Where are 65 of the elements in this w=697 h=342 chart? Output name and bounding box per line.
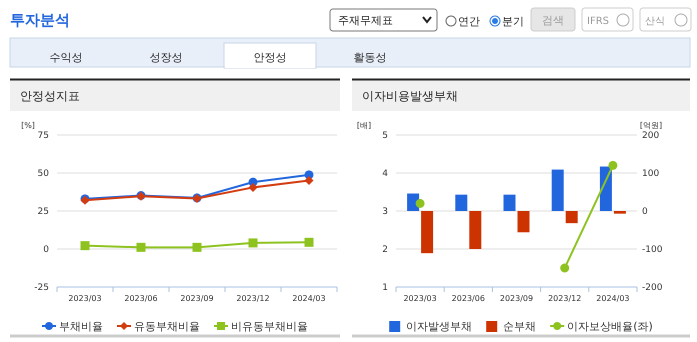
point <box>608 160 618 170</box>
text: 수익성 <box>50 51 82 64</box>
legend-label: 부채비율 <box>59 320 103 333</box>
y-tick-label: 50 <box>38 169 50 179</box>
y-tick-label: 2 <box>382 245 388 255</box>
y-tick-label: 5 <box>382 131 388 141</box>
y2-tick-label: -200 <box>642 283 663 293</box>
y-tick-label: 3 <box>382 207 388 217</box>
text: 연간 <box>458 15 480 28</box>
y2-tick-label: 200 <box>642 131 660 141</box>
x-tick-label: 2023/03 <box>403 294 437 303</box>
text: 투자분석 <box>10 11 70 29</box>
text: 주재무제표 <box>338 14 393 27</box>
legend-label: 이자보상배율(좌) <box>567 320 653 333</box>
legend-label: 순부채 <box>503 320 536 333</box>
x-tick-label: 2023/09 <box>500 294 534 303</box>
text: IFRS <box>587 16 609 27</box>
y-tick-label: 25 <box>38 207 49 217</box>
point <box>192 242 202 252</box>
bar <box>552 170 564 211</box>
chart-title: 이자비용발생부채 <box>362 89 458 103</box>
x-tick-label: 2024/03 <box>292 294 326 303</box>
text: 검색 <box>542 14 564 27</box>
bar <box>455 194 468 211</box>
legend-label: 유동부채비율 <box>134 320 200 333</box>
bar <box>614 211 626 214</box>
y-axis-title: [배] <box>356 121 372 130</box>
y-tick-label: 75 <box>38 131 49 141</box>
bar <box>421 211 434 254</box>
point <box>560 264 570 272</box>
y-tick-label: 0 <box>43 245 50 255</box>
y2-tick-label: 100 <box>642 169 660 179</box>
x-tick-label: 2023/12 <box>236 294 270 303</box>
x-tick-label: 2023/06 <box>452 294 485 303</box>
point <box>248 182 258 192</box>
point <box>248 238 258 248</box>
point <box>416 198 425 208</box>
point <box>304 238 314 247</box>
legend-label: 비유동부채비율 <box>231 320 308 333</box>
point <box>80 241 90 250</box>
bar <box>518 211 530 232</box>
y-tick-label: -25 <box>34 283 49 293</box>
x-tick-label: 2024/03 <box>596 294 630 303</box>
bar <box>566 211 578 224</box>
y2-tick-label: -100 <box>642 245 663 255</box>
y-tick-label: 4 <box>382 169 388 179</box>
x-tick-label: 2023/09 <box>180 294 214 303</box>
y-tick-label: 1 <box>382 283 388 293</box>
legend-label: 이자발생부채 <box>406 320 472 333</box>
point <box>304 176 314 185</box>
x-tick-label: 2023/06 <box>124 294 158 303</box>
point <box>136 242 146 252</box>
y2-tick-label: 0 <box>642 207 648 217</box>
y2-axis-title: [억원] <box>640 121 662 130</box>
text: 분기 <box>502 15 524 28</box>
bar <box>504 194 516 211</box>
text: 산식 <box>645 16 665 27</box>
text: 활동성 <box>354 51 386 64</box>
bar <box>469 211 482 249</box>
x-tick-label: 2023/12 <box>548 294 582 303</box>
chart-title: 안정성지표 <box>20 89 80 103</box>
y-axis-title: [%] <box>21 121 35 130</box>
text: 안정성 <box>254 51 286 64</box>
x-tick-label: 2023/03 <box>68 294 102 303</box>
text: 성장성 <box>150 51 182 64</box>
